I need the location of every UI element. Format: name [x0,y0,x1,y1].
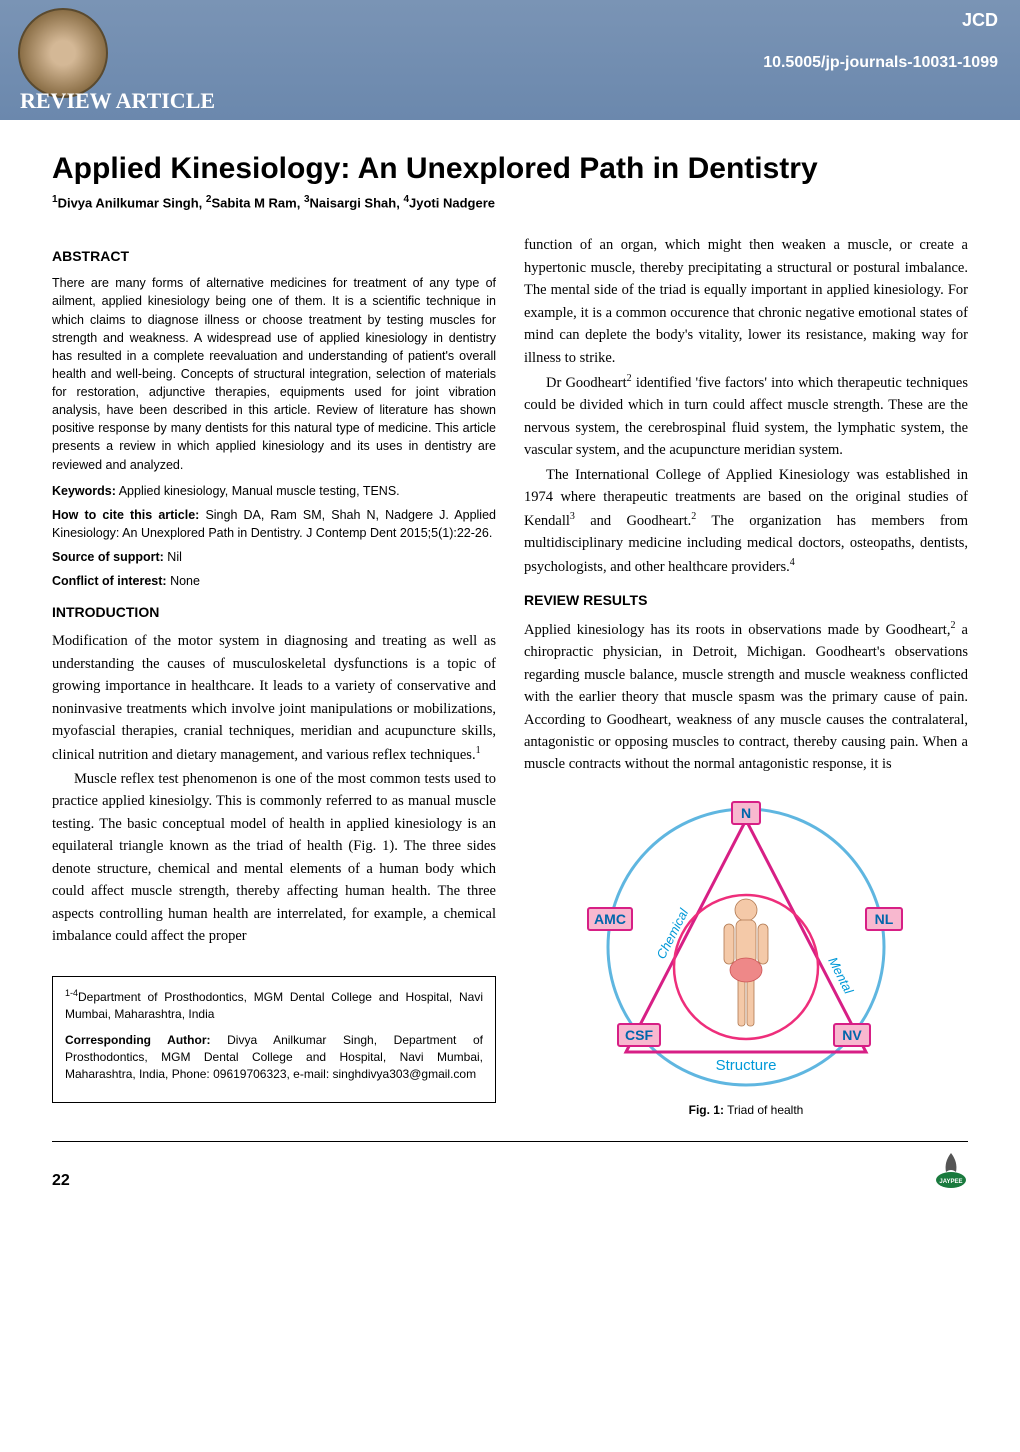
vertex-bottom-right: NV [842,1027,862,1043]
keywords-text: Applied kinesiology, Manual muscle testi… [119,484,400,498]
support-text: Nil [167,550,182,564]
conflict-text: None [170,574,200,588]
howtocite-line: How to cite this article: Singh DA, Ram … [52,506,496,542]
figure-caption: Fig. 1: Triad of health [524,1103,968,1117]
page-number: 22 [52,1172,70,1190]
introduction-heading: INTRODUCTION [52,604,496,620]
review-p1a: Applied kinesiology has its roots in obs… [524,622,950,638]
doi-text: 10.5005/jp-journals-10031-1099 [763,54,998,72]
intro-paragraph-1: Modification of the motor system in diag… [52,630,496,766]
journal-abbrev: JCD [962,10,998,31]
affil-sups: 1-4 [65,988,78,998]
vertex-top: N [741,805,751,821]
cite-sup: 1 [476,745,481,756]
journal-header-band: JCD 10.5005/jp-journals-10031-1099 REVIE… [0,0,1020,120]
left-column: ABSTRACT There are many forms of alterna… [52,234,496,1117]
cite-sup: 4 [790,557,795,568]
vertex-right: NL [875,911,894,927]
article-content: Applied Kinesiology: An Unexplored Path … [0,120,1020,1137]
review-p1b: a chiropractic physician, in Detroit, Mi… [524,622,968,773]
howtocite-label: How to cite this article: [52,508,199,522]
conflict-line: Conflict of interest: None [52,572,496,590]
keywords-label: Keywords: [52,484,116,498]
support-line: Source of support: Nil [52,548,496,566]
review-results-heading: REVIEW RESULTS [524,592,968,608]
fig-label: Fig. 1: [689,1103,724,1117]
intro-p1-text: Modification of the motor system in diag… [52,633,496,762]
keywords-line: Keywords: Applied kinesiology, Manual mu… [52,482,496,500]
page-footer: 22 JAYPEE [52,1141,968,1206]
author-name: Sabita M Ram [211,195,296,210]
side-label-bottom: Structure [716,1057,777,1074]
abstract-heading: ABSTRACT [52,248,496,264]
fig-caption-text: Triad of health [727,1103,803,1117]
journal-logo [18,8,108,98]
review-paragraph-1: Applied kinesiology has its roots in obs… [524,618,968,776]
right-p3b: and Goodheart. [575,513,691,529]
abstract-text: There are many forms of alternative medi… [52,274,496,473]
publisher-logo-icon: JAYPEE [934,1150,968,1190]
affiliation-box: 1-4Department of Prosthodontics, MGM Den… [52,976,496,1103]
side-label-right: Mental [825,955,857,998]
author-name: Divya Anilkumar Singh [58,195,199,210]
conflict-label: Conflict of interest: [52,574,167,588]
affil-dept: 1-4Department of Prosthodontics, MGM Den… [65,987,483,1024]
triad-of-health-diagram: N AMC NL CSF NV Chemical Mental [566,792,926,1092]
support-label: Source of support: [52,550,164,564]
authors-line: 1Divya Anilkumar Singh, 2Sabita M Ram, 3… [52,194,968,210]
vertex-left: AMC [594,911,626,927]
figure-1: N AMC NL CSF NV Chemical Mental [524,792,968,1117]
svg-text:JAYPEE: JAYPEE [939,1179,962,1185]
right-paragraph-2: Dr Goodheart2 identified 'five factors' … [524,371,968,462]
author-name: Naisargi Shah [310,195,397,210]
right-paragraph-3: The International College of Applied Kin… [524,464,968,578]
affil-dept-text: Department of Prosthodontics, MGM Dental… [65,990,483,1021]
corr-label: Corresponding Author: [65,1033,210,1047]
two-columns: ABSTRACT There are many forms of alterna… [52,234,968,1117]
corresponding-author: Corresponding Author: Divya Anilkumar Si… [65,1032,483,1084]
right-column: function of an organ, which might then w… [524,234,968,1117]
right-p2a: Dr Goodheart [546,375,627,391]
author-name: Jyoti Nadgere [409,195,495,210]
article-type: REVIEW ARTICLE [20,88,215,114]
right-paragraph-1: function of an organ, which might then w… [524,234,968,369]
vertex-bottom-left: CSF [625,1027,653,1043]
article-title: Applied Kinesiology: An Unexplored Path … [52,152,968,186]
intro-paragraph-2: Muscle reflex test phenomenon is one of … [52,768,496,948]
